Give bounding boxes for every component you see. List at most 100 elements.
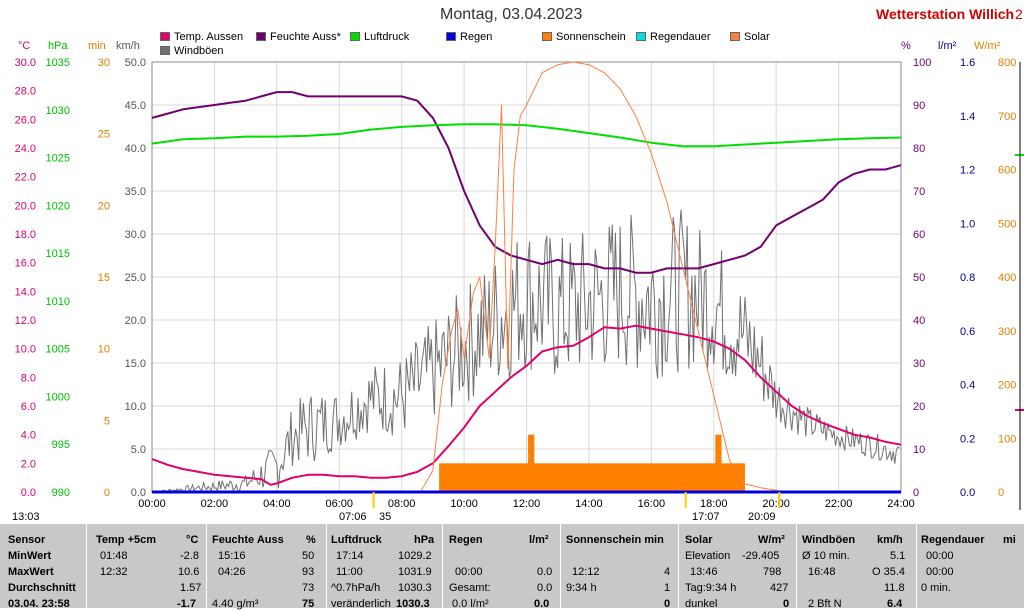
max-solar-time: 13:46	[690, 566, 718, 578]
pressure-tick-label: 1015	[46, 248, 70, 260]
wind-beaufort: 2 Bft N	[808, 598, 842, 610]
row-min-label: MinWert	[8, 550, 52, 562]
legend-label: Regen	[460, 31, 493, 43]
avg-regendauer: 0 min.	[921, 582, 951, 594]
pressure-tick-label: 990	[52, 487, 70, 499]
wind-tick-label: 40.0	[125, 143, 146, 155]
sun-tick-label: 30	[98, 57, 110, 69]
sun-tick-label: 10	[98, 344, 110, 356]
max-regen-value: 0.0	[537, 566, 553, 578]
max-wind-value: O 35.4	[872, 566, 906, 578]
x-tick-label: 04:00	[263, 498, 291, 510]
summary-table: Sensor Temp +5cm °C Feuchte Auss % Luftd…	[0, 524, 1024, 610]
humidity-series-line	[151, 91, 902, 274]
temp-tick-label: 8.0	[21, 372, 36, 384]
wind-avg-value: 5.1	[890, 550, 906, 562]
temp-tick-label: 20.0	[15, 200, 36, 212]
temp-tick-label: 6.0	[21, 401, 36, 413]
abs-humidity: 4.40 g/m³	[212, 598, 259, 610]
max-luftdruck-value: 1031.9	[398, 566, 432, 578]
weather-chart: 00:00 02:00 04:00 06:00 08:00 10:00 12:00 14:00…	[15, 57, 1024, 510]
solar-tick-label: 100	[998, 433, 1016, 445]
header-regendauer-unit: mi	[1003, 534, 1016, 546]
x-tick-label: 24:00	[887, 498, 915, 510]
row-avg-label: Durchschnitt	[8, 582, 76, 594]
x-tick-label: 14:00	[575, 498, 603, 510]
header-wind: Windböen	[802, 534, 856, 546]
wind-tick-label: 10.0	[125, 401, 146, 413]
wind-gusts-line	[151, 209, 900, 493]
legend-swatch	[542, 32, 552, 41]
legend-item: Windböen	[160, 45, 224, 57]
wind-tick-label: 0.0	[131, 487, 146, 499]
humidity-tick-label: 60	[913, 229, 925, 241]
cur-luftdruck-value: 1030.3	[396, 598, 430, 610]
legend-swatch	[636, 32, 646, 41]
header-regen-unit: l/m²	[529, 534, 549, 546]
max-feuchte-time: 04:26	[218, 566, 246, 578]
rain-tick-label: 0.0	[960, 487, 975, 499]
sunset-time: 20:09	[748, 511, 776, 523]
sunshine-peak	[715, 434, 722, 492]
rain-tick-label: 1.4	[960, 111, 975, 123]
wind-tick-label: 5.0	[131, 444, 146, 456]
wind-tick-label: 30.0	[125, 229, 146, 241]
max-sonne-time: 12:12	[572, 566, 600, 578]
pressure-trend: ^0.7hPa/h	[331, 582, 381, 594]
elevation-label: Elevation	[685, 550, 731, 562]
legend-item: Regendauer	[636, 31, 711, 43]
min-luftdruck-value: 1029.2	[398, 550, 432, 562]
cur-solar-value: 0	[783, 598, 790, 610]
avg-feuchte-value: 73	[302, 582, 315, 594]
legend-label: Feuchte Auss*	[270, 31, 341, 43]
humidity-tick-label: 100	[913, 57, 931, 69]
cur-regen-value: 0.0	[534, 598, 550, 610]
x-tick-label: 20:00	[762, 498, 790, 510]
temp-tick-label: 16.0	[15, 258, 36, 270]
max-regen-time: 00:00	[455, 566, 483, 578]
min-feuchte-value: 50	[302, 550, 315, 562]
avg-solar-value: 427	[770, 582, 789, 594]
max-wind-time: 16:48	[808, 566, 836, 578]
chart-date-title: Montag, 03.04.2023	[440, 6, 583, 23]
header-solar-unit: W/m²	[758, 534, 785, 546]
sunshine-bar	[439, 463, 745, 492]
humidity-tick-label: 90	[913, 100, 925, 112]
sunrise-extra: 35	[379, 511, 392, 523]
temp-tick-label: 22.0	[15, 172, 36, 184]
pressure-series-line	[151, 123, 902, 148]
legend-label: Luftdruck	[364, 31, 410, 43]
temp-tick-label: 28.0	[15, 86, 36, 98]
min-temp-value: -2.8	[180, 550, 199, 562]
station-name: Wetterstation Willich	[876, 6, 1015, 22]
max-sonne-value: 4	[664, 566, 671, 578]
max-regendauer: 00:00	[926, 566, 954, 578]
solar-tick-label: 200	[998, 380, 1016, 392]
pressure-tick-label: 1030	[46, 105, 70, 117]
avg-wind-value: 11.8	[884, 582, 905, 594]
row-current-label: 03.04. 23:58	[8, 598, 70, 610]
avg-luftdruck-value: 1030.3	[398, 582, 432, 594]
temp-tick-label: 24.0	[15, 143, 36, 155]
header-regendauer: Regendauer	[921, 534, 985, 546]
temp-tick-label: 12.0	[15, 315, 36, 327]
legend-swatch	[730, 32, 740, 41]
humidity-tick-label: 50	[913, 272, 925, 284]
max-temp-value: 10.6	[178, 566, 200, 578]
x-tick-label: 08:00	[388, 498, 416, 510]
header-sensor: Sensor	[8, 534, 46, 546]
sunrise-sunset-row: 13:03 07:06 35 17:07 20:09	[0, 510, 1024, 524]
max-luftdruck-time: 11:00	[336, 566, 363, 578]
pressure-tick-label: 1025	[46, 153, 70, 165]
legend-item: Sonnenschein	[542, 31, 626, 43]
cur-wind-value: 6.4	[887, 598, 903, 610]
header-temp: Temp +5cm	[96, 534, 157, 546]
legend-label: Sonnenschein	[556, 31, 626, 43]
humidity-axis-title: %	[901, 40, 911, 52]
temp-tick-label: 26.0	[15, 114, 36, 126]
humidity-tick-label: 40	[913, 315, 925, 327]
legend-swatch	[350, 32, 360, 41]
wind-tick-label: 20.0	[125, 315, 146, 327]
rain-tick-label: 1.6	[960, 57, 975, 69]
regen-gesamt-value: 0.0	[537, 582, 553, 594]
